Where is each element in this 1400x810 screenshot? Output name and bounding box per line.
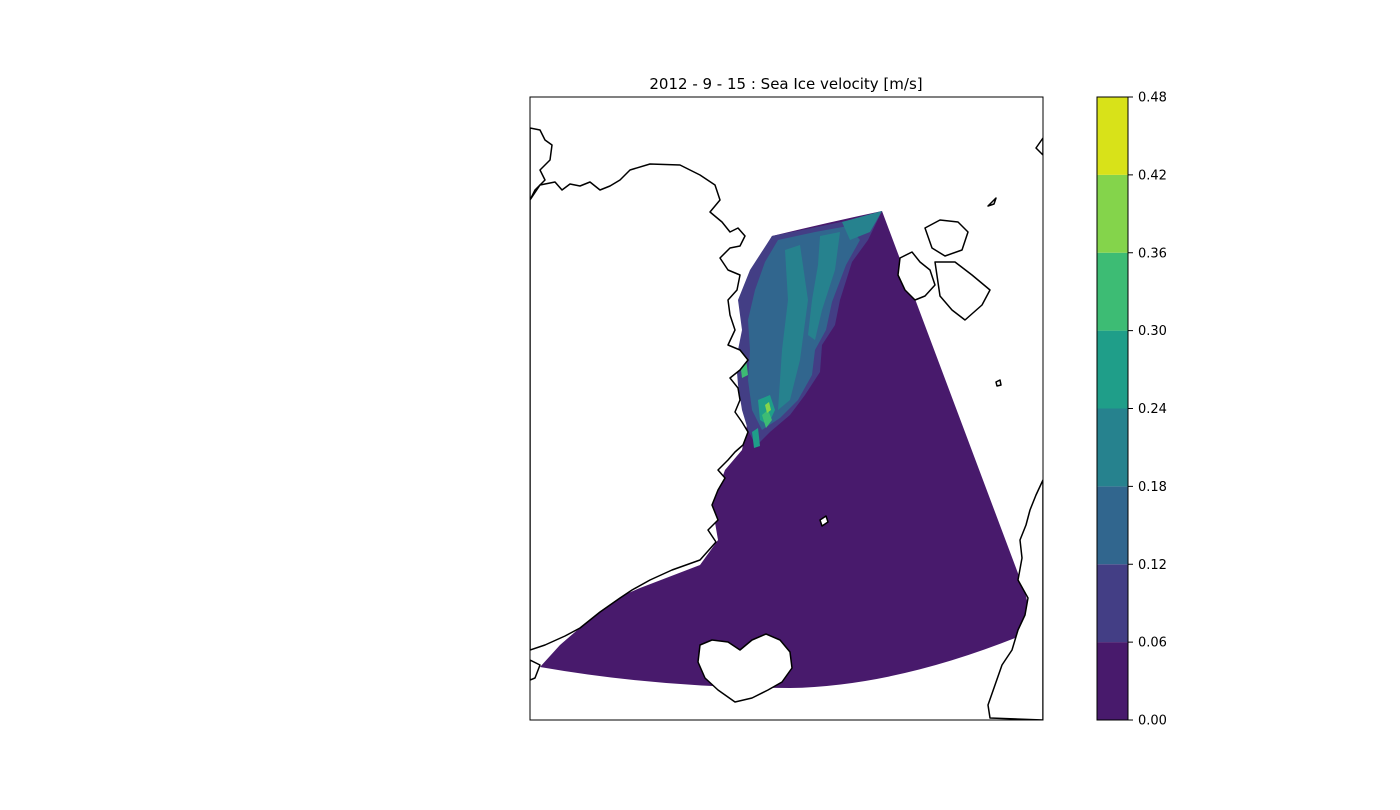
colorbar-segment: [1097, 564, 1128, 643]
coastline-norway: [987, 479, 1043, 720]
coastline-island-bear: [995, 379, 1002, 387]
coastline-northeast: [1035, 137, 1043, 156]
map-frame: [529, 96, 1044, 721]
ice-region-high-2: [762, 410, 772, 428]
coastline-iceland: [697, 633, 793, 703]
coastlines: [530, 127, 1043, 720]
coastline-greenland: [530, 163, 749, 651]
colorbar-segment: [1097, 97, 1128, 175]
colorbar-tick-label: 0.12: [1138, 558, 1167, 573]
coastline-island-north: [987, 197, 997, 207]
colorbar-tick-label: 0.06: [1138, 636, 1167, 651]
colorbar-tick-label: 0.24: [1138, 402, 1167, 417]
colorbar-tick-label: 0.00: [1138, 714, 1167, 729]
coastline-svalbard-2: [924, 219, 969, 257]
colorbar-segment: [1097, 330, 1128, 409]
model-domain-fill: [540, 211, 1031, 688]
colorbar: 0.00 0.06 0.12 0.18 0.24 0.30 0.36 0.42 0.48: [1096, 91, 1167, 729]
coastline-south-greenland-tip: [530, 659, 541, 681]
coastline-island-jan-mayen: [819, 515, 829, 527]
colorbar-tick-label: 0.48: [1138, 91, 1167, 106]
colorbar-segment: [1097, 486, 1128, 565]
colorbar-segment: [1097, 642, 1128, 720]
coastline-svalbard-3: [934, 261, 991, 321]
ice-region-streak-1: [778, 245, 808, 410]
ice-edge-band: [842, 211, 882, 240]
colorbar-segment: [1097, 252, 1128, 331]
colorbar-tick-label: 0.42: [1138, 168, 1167, 183]
sea-ice-velocity-field: [736, 211, 882, 448]
colorbar-segment: [1097, 408, 1128, 487]
ice-region-streak-2: [808, 232, 840, 340]
colorbar-tick-label: 0.30: [1138, 324, 1167, 339]
plot-title: 2012 - 9 - 15 : Sea Ice velocity [m/s]: [649, 75, 922, 93]
colorbar-segment: [1097, 174, 1128, 253]
map-axes: [529, 96, 1044, 721]
colorbar-tick-label: 0.36: [1138, 246, 1167, 261]
ice-region-high-3: [765, 402, 771, 413]
coastline-svalbard: [897, 251, 936, 301]
colorbar-tick-label: 0.18: [1138, 480, 1167, 495]
ice-region-high-5: [752, 428, 760, 448]
